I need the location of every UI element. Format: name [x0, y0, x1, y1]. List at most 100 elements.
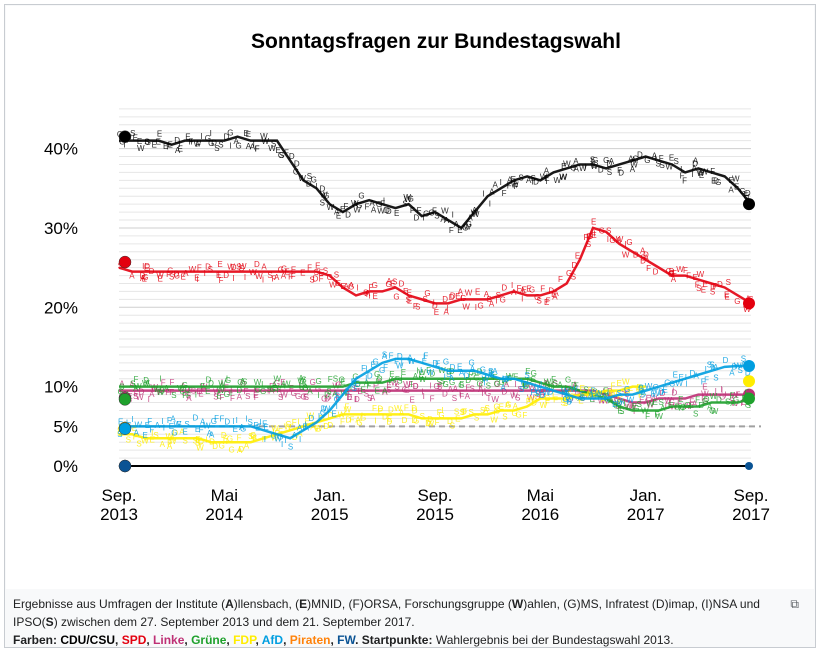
poll-point: F: [271, 275, 276, 284]
poll-point: A: [175, 146, 181, 155]
caption-sep: .: [355, 633, 362, 647]
poll-point: G: [360, 414, 366, 423]
poll-point: G: [561, 385, 567, 394]
chart-svg: Sonntagsfragen zur Bundestagswahl 0% 5% 10%…: [44, 30, 770, 524]
poll-point: W: [323, 405, 331, 414]
poll-point: D: [643, 251, 649, 260]
poll-point: E: [612, 400, 617, 409]
poll-point: G: [462, 224, 468, 233]
poll-point: F: [237, 434, 242, 443]
poll-point: D: [238, 445, 244, 454]
poll-point: F: [188, 138, 193, 147]
caption-startpoints-text: Wahlergebnis bei der Bundestagswahl 2013…: [435, 633, 674, 647]
poll-point: E: [355, 379, 360, 388]
poll-point: D: [717, 280, 723, 289]
poll-point: E: [315, 424, 320, 433]
poll-point: I: [178, 140, 180, 149]
poll-point: D: [591, 392, 597, 401]
poll-point: F: [661, 388, 666, 397]
poll-point: G: [251, 433, 257, 442]
poll-point: E: [522, 286, 527, 295]
poll-point: S: [607, 168, 612, 177]
magnify-icon[interactable]: ⧉: [790, 597, 799, 611]
poll-point: G: [348, 283, 354, 292]
poll-point: I: [485, 372, 487, 381]
poll-point: I: [317, 391, 319, 400]
poll-point: G: [278, 266, 284, 275]
poll-point: A: [470, 365, 476, 374]
poll-point: A: [640, 247, 646, 256]
poll-point: G: [142, 273, 148, 282]
poll-point: D: [198, 438, 204, 447]
poll-point: A: [471, 369, 477, 378]
poll-point: G: [300, 377, 306, 386]
poll-point: I: [356, 284, 358, 293]
poll-point: F: [276, 385, 281, 394]
poll-point: W: [510, 392, 518, 401]
poll-point: F: [695, 281, 700, 290]
trend-line: [119, 389, 751, 404]
poll-point: F: [432, 206, 437, 215]
poll-point: D: [386, 207, 392, 216]
poll-point: D: [502, 388, 508, 397]
poll-point: S: [586, 240, 591, 249]
poll-point: A: [399, 408, 405, 417]
poll-point: E: [678, 395, 683, 404]
poll-point: I: [272, 427, 274, 436]
poll-point: F: [214, 414, 219, 423]
poll-point: W: [675, 379, 683, 388]
poll-point: G: [311, 175, 317, 184]
poll-point: E: [419, 371, 424, 380]
poll-point: W: [646, 400, 654, 409]
poll-point: F: [319, 274, 324, 283]
poll-point: I: [218, 270, 220, 279]
poll-point: I: [264, 435, 266, 444]
poll-point: E: [729, 176, 734, 185]
poll-point: S: [470, 385, 475, 394]
poll-point: W: [297, 377, 305, 386]
poll-point: S: [364, 389, 369, 398]
poll-point: D: [464, 371, 470, 380]
poll-point: G: [413, 416, 419, 425]
poll-point: E: [272, 384, 277, 393]
poll-point: D: [367, 372, 373, 381]
poll-point: S: [437, 383, 442, 392]
poll-point: W: [173, 420, 181, 429]
poll-point: A: [370, 394, 376, 403]
poll-point: A: [179, 428, 185, 437]
poll-point: G: [250, 431, 256, 440]
poll-point: F: [228, 389, 233, 398]
poll-point: W: [732, 174, 740, 183]
poll-point: E: [291, 266, 296, 275]
poll-point: I: [607, 388, 609, 397]
poll-point: I: [245, 414, 247, 423]
poll-point: D: [411, 404, 417, 413]
x-tick-label: 2015: [416, 505, 454, 524]
poll-point: A: [493, 180, 499, 189]
poll-point: A: [365, 289, 371, 298]
poll-point: I: [607, 235, 609, 244]
poll-point: D: [411, 416, 417, 425]
poll-point: F: [459, 380, 464, 389]
poll-point: D: [548, 388, 554, 397]
poll-point: I: [515, 380, 517, 389]
poll-point: E: [523, 382, 528, 391]
poll-point: G: [291, 389, 297, 398]
poll-point: G: [624, 385, 630, 394]
poll-point: E: [378, 407, 383, 416]
poll-point: F: [253, 391, 258, 400]
poll-point: I: [740, 399, 742, 408]
poll-point: I: [401, 359, 403, 368]
x-tick-label: 2014: [205, 505, 243, 524]
poll-point: E: [591, 231, 596, 240]
poll-point: A: [261, 263, 267, 272]
poll-point: A: [237, 392, 243, 401]
poll-point: I: [483, 378, 485, 387]
poll-point: D: [172, 429, 178, 438]
poll-point: A: [453, 385, 459, 394]
poll-point: D: [412, 406, 418, 415]
poll-point: G: [316, 377, 322, 386]
poll-point: G: [356, 201, 362, 210]
poll-point: E: [361, 385, 366, 394]
poll-point: A: [237, 446, 243, 455]
